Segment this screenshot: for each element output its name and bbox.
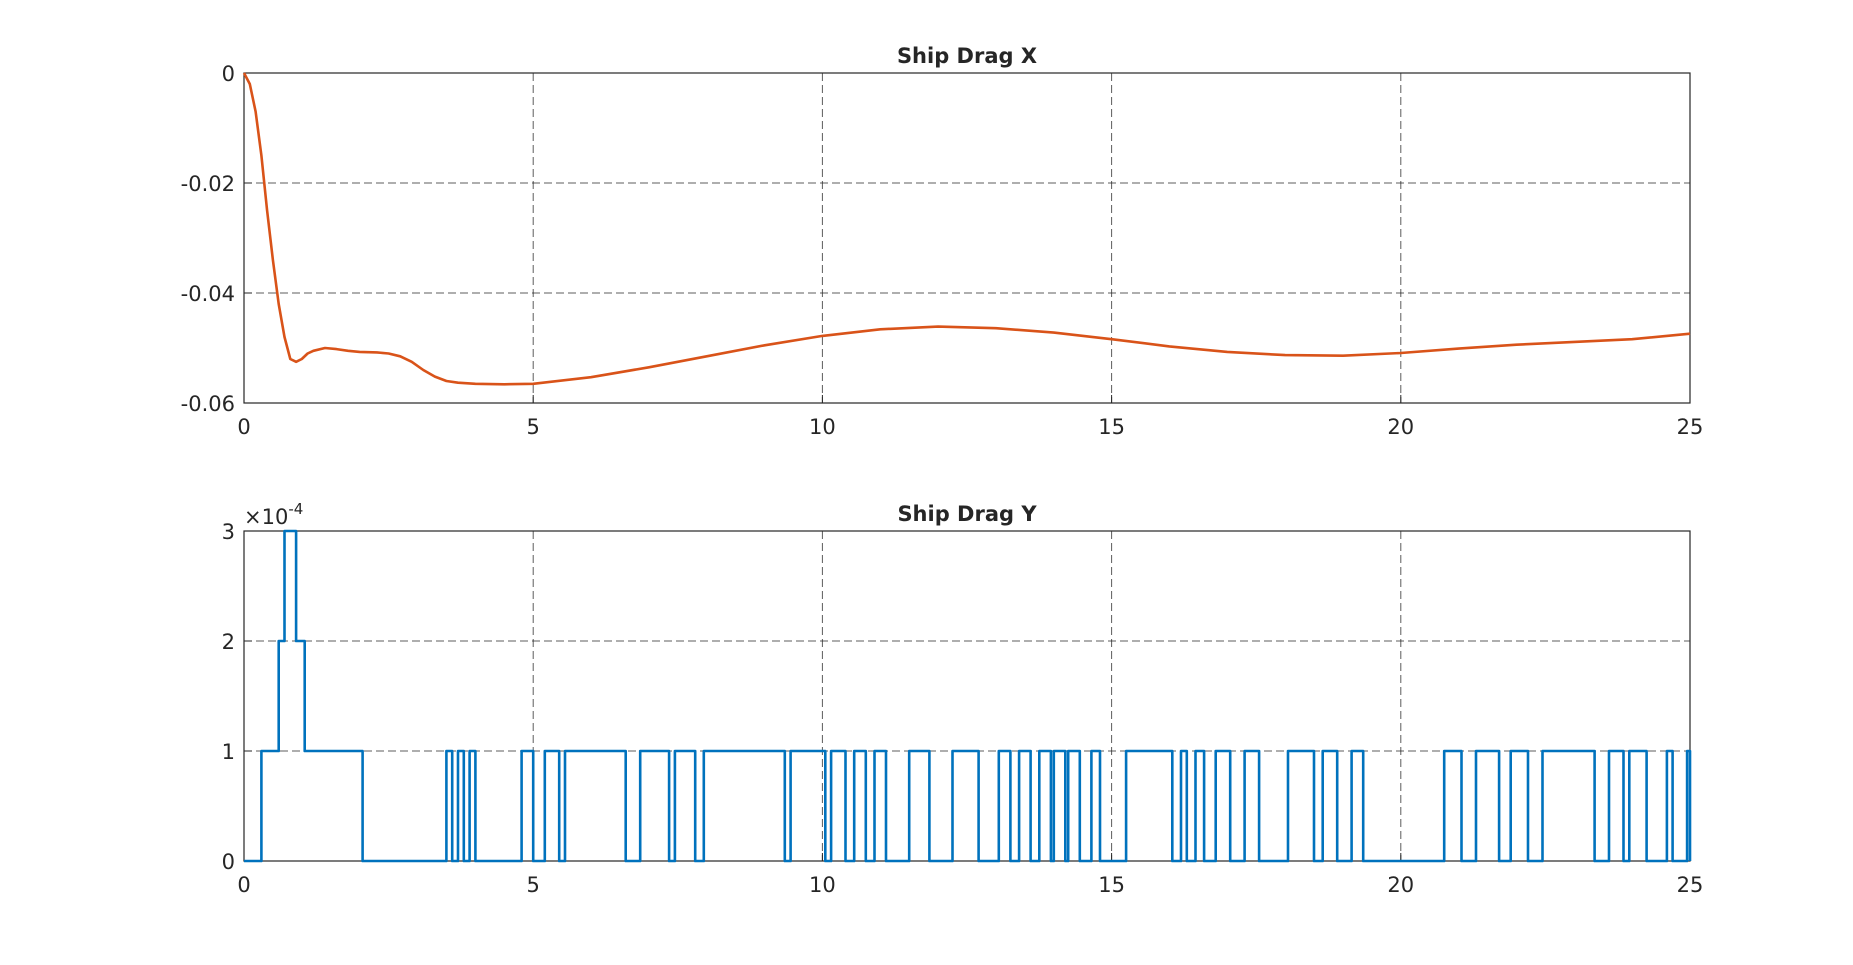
chart-2-y-tick-label: 2 (222, 630, 235, 654)
chart-2-y-exponent-power: -4 (288, 500, 303, 518)
chart-1-x-tick-label: 5 (527, 415, 540, 439)
chart-1-y-tick-label: -0.02 (181, 172, 235, 196)
chart-1-x-tick-label: 25 (1677, 415, 1704, 439)
chart-2-x-tick-label: 15 (1098, 873, 1125, 897)
chart-2-y-tick-label: 0 (222, 850, 235, 874)
chart-2-x-tick-label: 25 (1677, 873, 1704, 897)
chart-2-y-exponent: ×10-4 (244, 500, 303, 529)
chart-1-series-line-1 (242, 72, 1691, 386)
chart-2-plot-area (243, 530, 1691, 862)
chart-2-series-line-1 (244, 529, 1692, 863)
chart-2-y-exponent-base: ×10 (244, 505, 288, 529)
chart-2-y-tick-label: 3 (222, 520, 235, 544)
chart-1-title: Ship Drag X (897, 44, 1037, 68)
chart-1-x-tick-label: 0 (237, 415, 250, 439)
chart-2-x-tick-label: 20 (1387, 873, 1414, 897)
chart-1-y-tick-label: 0 (222, 62, 235, 86)
chart-1-x-tick-label: 10 (809, 415, 836, 439)
chart-2-y-tick-label: 1 (222, 740, 235, 764)
subplot-ship-drag-x: 0 5 10 15 20 25 0 -0.02 -0.04 -0.06 Ship Drag X (181, 44, 1704, 439)
chart-2-x-tick-label: 0 (237, 873, 250, 897)
chart-1-plot-area (243, 72, 1691, 404)
chart-2-x-tick-label: 5 (527, 873, 540, 897)
chart-1-x-tick-label: 20 (1387, 415, 1414, 439)
subplot-ship-drag-y: 0 5 10 15 20 25 0 1 2 3 Ship Drag Y ×10-4 (222, 500, 1704, 897)
chart-1-y-tick-label: -0.06 (181, 392, 235, 416)
chart-2-title: Ship Drag Y (897, 502, 1037, 526)
chart-2-x-tick-label: 10 (809, 873, 836, 897)
chart-1-x-tick-label: 15 (1098, 415, 1125, 439)
chart-1-y-tick-label: -0.04 (181, 282, 235, 306)
